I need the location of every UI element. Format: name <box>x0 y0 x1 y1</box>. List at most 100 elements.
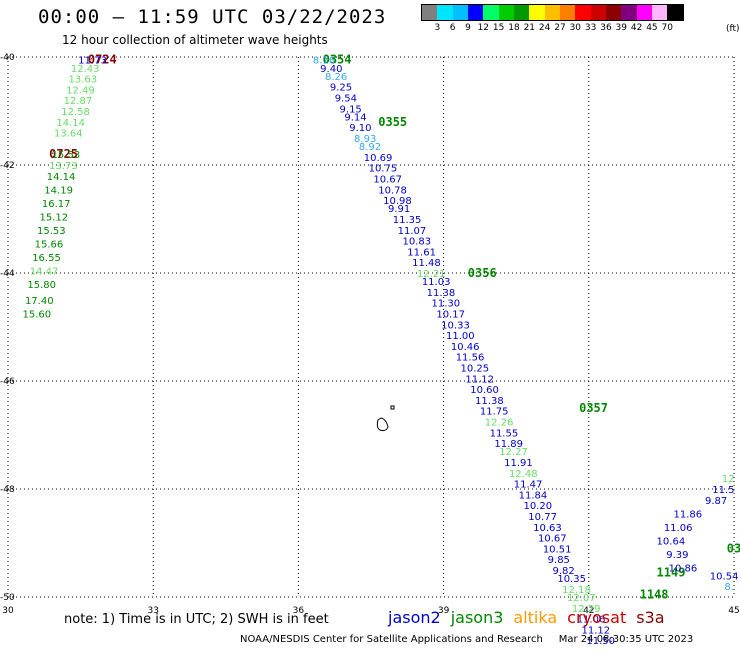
lon-tick-label: 33 <box>147 606 158 616</box>
legend-tick: 42 <box>630 23 643 33</box>
wave-height-value: 15.66 <box>35 239 64 250</box>
legend-swatch <box>544 5 560 20</box>
wave-height-value: 11.06 <box>664 523 693 534</box>
legend-tick: 12 <box>477 23 490 33</box>
wave-height-value: 8.26 <box>325 72 347 83</box>
legend-swatch <box>483 5 499 20</box>
wave-height-value: 16.17 <box>42 199 71 210</box>
wave-height-value: 14.14 <box>47 172 76 183</box>
wave-height-value: 11.03 <box>422 277 451 288</box>
legend-swatches <box>421 4 684 21</box>
wave-height-value: 10.75 <box>369 164 398 175</box>
wave-height-value: 12.07 <box>567 593 596 604</box>
legend-tick: 70 <box>661 23 673 33</box>
legend-swatch <box>605 5 622 20</box>
wave-height-value: 11.30 <box>432 299 461 310</box>
legend-tick: 18 <box>508 23 520 33</box>
color-legend: 3 6 9 12 15 18 21 24 27 30 33 36 39 42 45 70 (ft) <box>421 4 740 34</box>
wave-height-value: 12.21 <box>417 269 446 280</box>
wave-height-value: 15.53 <box>52 150 81 161</box>
wave-height-value: 9.10 <box>349 123 371 134</box>
wave-height-value: 11.48 <box>412 258 441 269</box>
wave-height-value: 14.19 <box>44 185 73 196</box>
wave-height-value: 11.86 <box>674 509 703 520</box>
wave-height-value: 10.83 <box>402 237 431 248</box>
legend-tick: 36 <box>600 23 612 33</box>
satellite-legend: jason2 jason3 altika cryosat s3a <box>388 608 665 627</box>
wave-height-value: 10.69 <box>364 153 393 164</box>
wave-height-value: 10.64 <box>657 536 686 547</box>
wave-height-value: 11.84 <box>519 490 548 501</box>
wave-height-value: 10.33 <box>441 320 470 331</box>
pass-time-label: 0356 <box>468 266 497 280</box>
wave-height-value: 8. <box>724 582 734 593</box>
wave-height-value: 12.43 <box>71 64 100 75</box>
lat-tick-label: -40 <box>0 53 15 63</box>
legend-tick: 21 <box>523 23 536 33</box>
legend-swatch <box>437 5 453 20</box>
wave-height-value: 10.54 <box>710 571 739 582</box>
legend-unit: (ft) <box>726 24 740 34</box>
legend-swatch <box>590 5 606 20</box>
pass-time-label: 03 <box>727 541 740 555</box>
wave-height-value: 9.85 <box>548 555 570 566</box>
legend-tick: 24 <box>538 23 551 33</box>
legend-tick: 33 <box>584 23 597 33</box>
island-outline <box>376 405 395 432</box>
lat-tick-label: -50 <box>0 593 15 603</box>
pass-time-label: 1148 <box>640 587 669 601</box>
wave-height-value: 9.91 <box>388 204 410 215</box>
sat-s3a: s3a <box>636 608 665 627</box>
wave-height-value: 13.73 <box>49 161 78 172</box>
wave-height-value: 10.51 <box>543 544 572 555</box>
wave-height-value: 11.73 <box>78 56 107 67</box>
wave-height-value: 15.60 <box>23 310 52 321</box>
wave-height-value: 10.98 <box>383 196 412 207</box>
wave-height-value: 9.25 <box>330 83 352 94</box>
wave-height-value: 15.12 <box>39 212 68 223</box>
wave-height-value: 14.14 <box>56 118 85 129</box>
wave-height-value: 10.78 <box>378 185 407 196</box>
wave-height-value: 11.35 <box>393 215 422 226</box>
wave-height-value: 11.75 <box>480 407 509 418</box>
legend-swatch <box>452 5 468 20</box>
wave-height-value: 10.25 <box>461 364 490 375</box>
wave-height-value: 10.46 <box>451 342 480 353</box>
wave-height-value: 13.63 <box>69 75 98 86</box>
legend-swatch <box>529 5 545 20</box>
lat-tick-label: -42 <box>0 161 15 171</box>
wave-height-value: 10.67 <box>373 175 402 186</box>
legend-swatch <box>559 5 576 20</box>
sat-jason2: jason2 <box>388 608 441 627</box>
wave-height-value: 12.49 <box>66 85 95 96</box>
legend-swatch <box>467 5 484 20</box>
wave-height-value: 9.40 <box>320 64 342 75</box>
legend-tick: 45 <box>646 23 658 33</box>
wave-height-value: 10.67 <box>538 534 567 545</box>
lon-tick-label: 42 <box>583 606 594 616</box>
wave-height-value: 11.00 <box>446 331 475 342</box>
wave-height-value: 10.17 <box>436 310 465 321</box>
credit-line: NOAA/NESDIS Center for Satellite Applica… <box>240 634 694 645</box>
wave-height-value: 9.39 <box>666 550 688 561</box>
pass-time-label: 0357 <box>579 401 608 415</box>
wave-height-value: 12.48 <box>509 469 538 480</box>
lat-tick-label: -48 <box>0 485 15 495</box>
sat-jason3: jason3 <box>450 608 504 627</box>
legend-tick: 15 <box>492 23 505 33</box>
axis-labels: 30 33 36 39 42 45 -40 -42 -44 -46 -48 -50 <box>0 53 740 616</box>
map-title: 00:00 – 11:59 UTC 03/22/2023 <box>38 6 387 28</box>
legend-tick: 39 <box>615 23 628 33</box>
wave-height-value: 15.53 <box>37 226 66 237</box>
pass-time-label: 1149 <box>657 566 686 580</box>
wave-height-value: 12 <box>722 474 735 485</box>
wave-height-value: 10.63 <box>533 523 562 534</box>
legend-swatch <box>621 5 637 20</box>
wave-height-value: 14.47 <box>30 266 59 277</box>
wave-height-value: 12.29 <box>572 604 601 615</box>
wave-height-value: 16.55 <box>32 253 61 264</box>
pass-time-label: 0355 <box>378 115 407 129</box>
wave-height-value: 10.35 <box>557 574 586 585</box>
pass-time-label: 0724 <box>88 53 117 67</box>
